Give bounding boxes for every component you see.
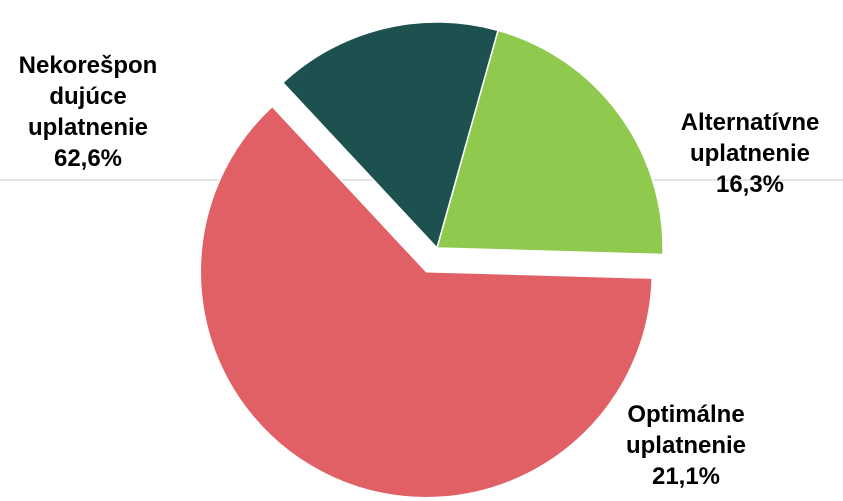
slice-value-label: 62,6% bbox=[54, 145, 122, 172]
slice-category-label: Optimálne bbox=[627, 401, 744, 428]
pie-slice-optim-lne-uplatnenie bbox=[436, 29, 664, 256]
slice-category-label: Nekorešpon bbox=[19, 52, 158, 79]
slice-category-label: uplatnenie bbox=[626, 432, 746, 459]
pie-slice-alternat-vne-uplatnenie bbox=[281, 21, 500, 250]
pie-slice-nekore-ponduj-ce-uplatnenie bbox=[199, 105, 653, 499]
slice-value-label: 16,3% bbox=[716, 171, 784, 198]
slice-value-label: 21,1% bbox=[652, 463, 720, 490]
pie-labels: Alternatívne uplatnenie 16,3% Optimálne upla… bbox=[19, 52, 820, 490]
pie-slices bbox=[199, 21, 664, 499]
slice-label: Alternatívne uplatnenie 16,3% bbox=[681, 109, 820, 198]
slice-category-label: Alternatívne bbox=[681, 109, 820, 136]
slice-category-label: uplatnenie bbox=[28, 114, 148, 141]
slice-category-label: uplatnenie bbox=[690, 140, 810, 167]
slice-label: Nekorešpon dujúce uplatnenie 62,6% bbox=[19, 52, 158, 172]
slice-label: Optimálne uplatnenie 21,1% bbox=[626, 401, 746, 490]
slice-category-label: dujúce bbox=[49, 83, 126, 110]
